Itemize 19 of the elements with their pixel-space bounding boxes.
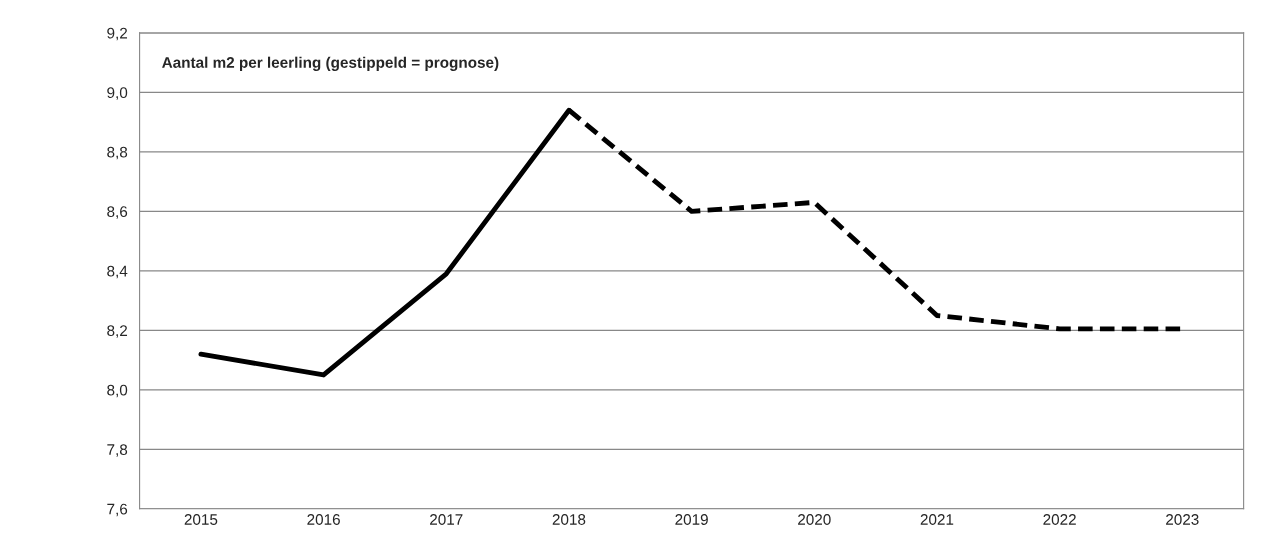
y-tick-label: 7,8 bbox=[107, 444, 128, 457]
y-tick-label: 8,8 bbox=[107, 146, 128, 160]
x-tick-label: 2020 bbox=[798, 514, 831, 525]
y-tick-label: 8,6 bbox=[107, 206, 128, 219]
y-tick-label: 9,0 bbox=[107, 87, 128, 100]
text: Aantal m2 per leerling (gestippeld = prognose) bbox=[162, 56, 499, 71]
x-tick-label: 2023 bbox=[1166, 514, 1199, 525]
x-tick-label: 2019 bbox=[675, 514, 708, 525]
y-tick-label: 8,2 bbox=[107, 325, 128, 338]
x-tick-label: 2017 bbox=[430, 514, 463, 525]
x-tick-label: 2018 bbox=[552, 514, 586, 525]
x-tick-label: 2015 bbox=[184, 514, 218, 525]
y-tick-label: 8,4 bbox=[107, 265, 128, 279]
y-tick-label: 8,0 bbox=[107, 384, 128, 398]
x-tick-label: 2021 bbox=[920, 514, 954, 525]
y-tick-label: 7,6 bbox=[107, 503, 128, 517]
x-tick-label: 2016 bbox=[307, 514, 340, 525]
x-tick-label: 2022 bbox=[1043, 514, 1076, 525]
y-tick-label: 9,2 bbox=[107, 27, 128, 41]
